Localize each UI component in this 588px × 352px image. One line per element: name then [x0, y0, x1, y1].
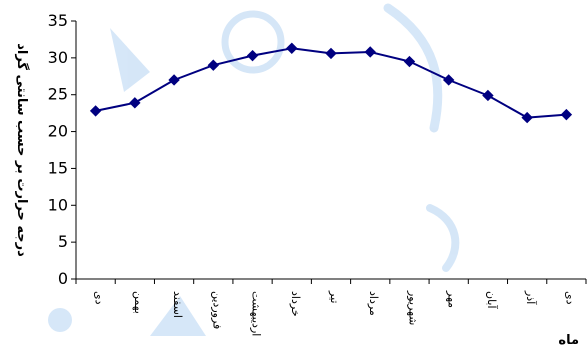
data-point-marker [207, 59, 220, 71]
y-tick-label: 25 [48, 85, 68, 104]
x-tick-label: آبان [485, 291, 499, 309]
y-tick: 20 [48, 122, 76, 141]
y-axis-title: درجه حرارت بر حسب سانتی گراد [14, 43, 30, 257]
data-point-marker [482, 89, 494, 102]
data-point-marker [364, 46, 376, 58]
data-point-marker [560, 108, 573, 121]
data-point-marker [286, 42, 298, 54]
x-tick-label: اسفند [171, 291, 184, 318]
y-axis-ticks: 0 5 10 15 20 25 30 35 [48, 11, 76, 288]
y-tick: 5 [58, 232, 76, 251]
data-point-marker [246, 49, 259, 62]
data-point-marker [129, 97, 141, 109]
y-tick-label: 5 [58, 232, 68, 251]
x-tick-label: اردیبهشت [250, 291, 263, 336]
series-markers [89, 42, 573, 124]
chart-axes: 0 5 10 15 20 25 30 35 دی بهمن اسفند فروردین اردیبهش… [48, 11, 587, 336]
x-tick-label: بهمن [132, 291, 145, 314]
y-tick: 0 [58, 269, 76, 288]
y-tick: 35 [48, 11, 76, 30]
data-point-marker [403, 55, 416, 68]
x-tick-label: فروردین [210, 291, 223, 329]
x-axis-title: ماه [558, 333, 579, 348]
y-tick-label: 15 [48, 158, 68, 177]
data-point-marker [89, 105, 102, 117]
x-tick-label: دی [563, 291, 576, 305]
x-tick-label: آذر [524, 290, 538, 305]
watermark-logo [48, 3, 460, 336]
y-tick: 10 [48, 195, 76, 214]
x-tick-label: دی [93, 291, 106, 305]
x-tick-label: شهریور [406, 290, 419, 325]
data-point-marker [168, 74, 180, 86]
data-point-marker [325, 47, 337, 60]
y-tick: 30 [48, 48, 76, 67]
data-point-marker [442, 74, 455, 86]
y-tick: 25 [48, 85, 76, 104]
x-tick-label: مهر [446, 290, 459, 308]
y-tick-label: 10 [48, 195, 68, 214]
y-tick-label: 20 [48, 122, 68, 141]
y-tick: 15 [48, 158, 76, 177]
y-tick-label: 30 [48, 48, 68, 67]
y-tick-label: 0 [58, 269, 68, 288]
x-tick-label: مرداد [367, 291, 380, 316]
y-tick-label: 35 [48, 11, 68, 30]
x-axis-ticks: دی بهمن اسفند فروردین اردیبهشت خرداد تیر مرداد ش… [75, 279, 587, 336]
x-tick-label: تیر [328, 290, 341, 303]
x-tick-label: خرداد [289, 291, 302, 317]
data-point-marker [521, 111, 533, 124]
